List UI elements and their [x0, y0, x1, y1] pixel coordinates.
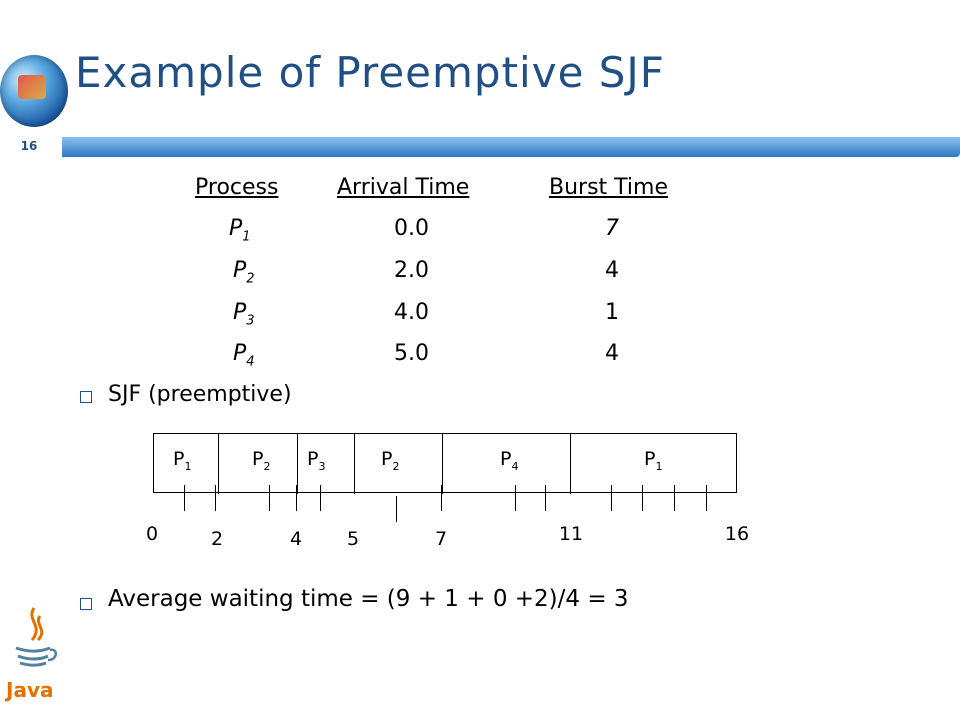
java-logo-icon: Java [4, 607, 57, 702]
header-burst-time: Burst Time [549, 175, 669, 200]
time-tick [320, 485, 321, 511]
time-tick [611, 485, 612, 511]
time-tick [296, 485, 297, 511]
gantt-divider [570, 434, 571, 494]
time-label: 0 [145, 523, 159, 545]
gantt-segment-label: P2 [381, 448, 400, 473]
time-tick [269, 485, 270, 511]
time-tick [515, 485, 516, 511]
row-process: P3 [233, 300, 255, 329]
time-tick [545, 485, 546, 511]
gantt-segment-label: P4 [500, 448, 519, 473]
gantt-divider [354, 434, 355, 494]
time-tick [441, 485, 442, 511]
row-burst: 1 [605, 300, 619, 325]
header-arrival-time: Arrival Time [337, 175, 470, 200]
row-arrival: 0.0 [394, 216, 429, 241]
row-burst: 7 [605, 216, 619, 241]
title-divider-bar [62, 137, 960, 157]
row-burst: 4 [605, 258, 619, 283]
page-number: 16 [12, 135, 46, 157]
time-tick [215, 485, 216, 511]
time-tick [396, 496, 397, 522]
row-burst: 4 [605, 341, 619, 366]
header-process: Process [195, 175, 279, 200]
gantt-divider [297, 434, 298, 494]
time-tick [674, 485, 675, 511]
slide-title: Example of Preemptive SJF [75, 48, 665, 97]
row-arrival: 4.0 [394, 300, 429, 325]
time-tick [184, 485, 185, 511]
time-label: 4 [289, 528, 303, 550]
gantt-divider [442, 434, 443, 494]
time-tick [642, 485, 643, 511]
row-process: P2 [233, 258, 255, 287]
time-tick [706, 485, 707, 511]
row-arrival: 5.0 [394, 341, 429, 366]
gantt-divider [218, 434, 219, 494]
time-label: 2 [210, 528, 224, 550]
bullet-text: SJF (preemptive) [108, 382, 292, 407]
row-process: P4 [233, 341, 255, 370]
row-arrival: 2.0 [394, 258, 429, 283]
gantt-chart: P1 P2 P3 P2 P4 P1 [153, 433, 737, 494]
time-label: 5 [346, 528, 360, 550]
bullet-text: Average waiting time = (9 + 1 + 0 +2)/4 … [108, 586, 629, 612]
gantt-segment-label: P3 [307, 448, 326, 473]
gantt-segment-label: P1 [644, 448, 663, 473]
java-logo-text: Java [4, 678, 53, 702]
time-label: 16 [724, 523, 750, 545]
time-label: 7 [434, 528, 448, 550]
gantt-segment-label: P2 [252, 448, 271, 473]
row-process: P1 [229, 216, 251, 245]
bullet-square-icon [80, 598, 92, 610]
gantt-segment-label: P1 [173, 448, 192, 473]
time-label: 11 [558, 523, 584, 545]
globe-logo-icon [0, 55, 68, 127]
bullet-square-icon [80, 391, 92, 403]
